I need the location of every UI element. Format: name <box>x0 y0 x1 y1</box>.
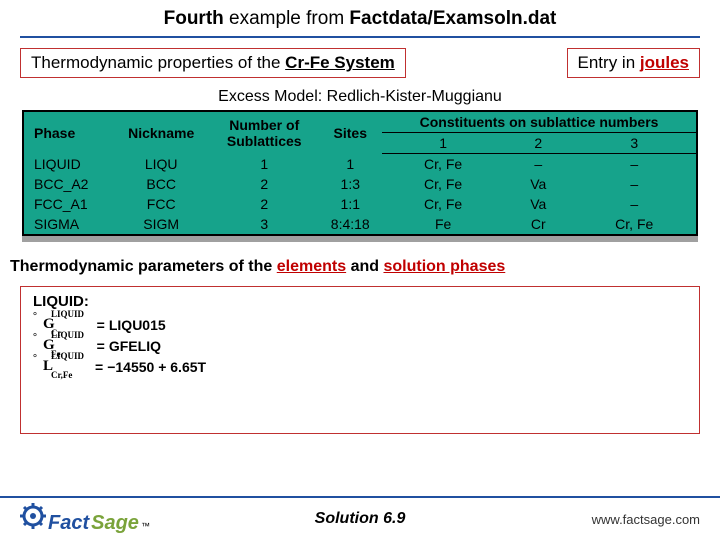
cell: FCC_A1 <box>23 194 112 214</box>
cell: 3 <box>210 214 318 235</box>
eq-symbol: ° L LIQUID Cr,Fe <box>33 358 53 375</box>
eq-eq: = <box>97 317 105 333</box>
phase-table-wrap: Phase Nickname Number of Sublattices Sit… <box>0 110 720 236</box>
sec-r1: elements <box>277 258 346 275</box>
liquid-box: LIQUID: ° G LIQUID Cr = LIQU015 ° G LIQU… <box>20 286 700 434</box>
units-box: Entry in joules <box>567 48 700 78</box>
col-constituents: Constituents on sublattice numbers <box>382 111 697 133</box>
footer-center: Solution 6.9 <box>315 510 406 528</box>
cell: 2 <box>210 174 318 194</box>
cell: Cr, Fe <box>572 214 697 235</box>
eq-eq: = <box>95 359 103 375</box>
col-sites: Sites <box>318 111 382 154</box>
footer-url: www.factsage.com <box>592 512 700 527</box>
cell: Fe <box>382 214 504 235</box>
sec-p2: and <box>346 258 383 275</box>
cell: Cr <box>504 214 572 235</box>
cell: Cr, Fe <box>382 154 504 175</box>
cell: FCC <box>112 194 210 214</box>
col-c2: 2 <box>504 133 572 154</box>
cell: Cr, Fe <box>382 194 504 214</box>
col-phase: Phase <box>23 111 112 154</box>
cell: 1 <box>210 154 318 175</box>
table-row: BCC_A2 BCC 2 1:3 Cr, Fe Va – <box>23 174 697 194</box>
cell: 2 <box>210 194 318 214</box>
cell: – <box>572 174 697 194</box>
cell: 1 <box>318 154 382 175</box>
col-c3: 3 <box>572 133 697 154</box>
cell: SIGMA <box>23 214 112 235</box>
cell: LIQU <box>112 154 210 175</box>
system-underline: Cr-Fe System <box>285 53 395 72</box>
sec-r2: solution phases <box>383 258 505 275</box>
equation-line: ° G LIQUID Cr = LIQU015 <box>33 316 687 333</box>
section-title: Thermodynamic parameters of the elements… <box>0 242 720 286</box>
units-text: Entry in <box>578 53 640 72</box>
cell: – <box>572 154 697 175</box>
cell: 1:1 <box>318 194 382 214</box>
system-box: Thermodynamic properties of the Cr-Fe Sy… <box>20 48 406 78</box>
table-row: FCC_A1 FCC 2 1:1 Cr, Fe Va – <box>23 194 697 214</box>
title-rule <box>20 36 700 38</box>
eq-sup: LIQUID <box>51 351 84 361</box>
eq-rhs: GFELIQ <box>109 338 161 354</box>
cell: LIQUID <box>23 154 112 175</box>
eq-deg: ° <box>33 353 37 364</box>
logo: FactSage™ <box>20 503 150 535</box>
phase-table: Phase Nickname Number of Sublattices Sit… <box>22 110 698 236</box>
cell: SIGM <box>112 214 210 235</box>
cell: Va <box>504 194 572 214</box>
logo-fact: Fact <box>48 512 89 535</box>
title-plain: example from <box>229 8 349 29</box>
nsub-l1: Number of <box>216 117 312 133</box>
liquid-label: LIQUID: <box>33 293 687 310</box>
table-row: LIQUID LIQU 1 1 Cr, Fe – – <box>23 154 697 175</box>
eq-deg: ° <box>33 332 37 343</box>
title-file: Factdata/Examsoln.dat <box>349 8 556 29</box>
eq-sub: Cr,Fe <box>51 370 72 380</box>
col-c1: 1 <box>382 133 504 154</box>
cell: BCC <box>112 174 210 194</box>
sec-p1: Thermodynamic parameters of the <box>10 258 277 275</box>
cell: – <box>572 194 697 214</box>
table-row: SIGMA SIGM 3 8:4:18 Fe Cr Cr, Fe <box>23 214 697 235</box>
eq-deg: ° <box>33 311 37 322</box>
nsub-l2: Sublattices <box>216 133 312 149</box>
cell: Va <box>504 174 572 194</box>
col-nsub: Number of Sublattices <box>210 111 318 154</box>
units-red: joules <box>640 53 689 72</box>
eq-eq: = <box>97 338 105 354</box>
equation-line: ° G LIQUID Fe = GFELIQ <box>33 337 687 354</box>
eq-sup: LIQUID <box>51 330 84 340</box>
system-text: Thermodynamic properties of the <box>31 53 285 72</box>
cell: Cr, Fe <box>382 174 504 194</box>
cell: BCC_A2 <box>23 174 112 194</box>
cell: – <box>504 154 572 175</box>
equation-line: ° L LIQUID Cr,Fe = −14550 + 6.65T <box>33 358 687 375</box>
header-boxes: Thermodynamic properties of the Cr-Fe Sy… <box>0 48 720 78</box>
eq-rhs: LIQU015 <box>109 317 166 333</box>
logo-tm: ™ <box>141 521 150 531</box>
cell: 8:4:18 <box>318 214 382 235</box>
eq-sup: LIQUID <box>51 309 84 319</box>
logo-sage: Sage <box>91 512 139 535</box>
footer: FactSage™ Solution 6.9 www.factsage.com <box>0 496 720 540</box>
title-word-1: Fourth <box>164 8 229 29</box>
gear-icon <box>20 503 46 529</box>
slide-title: Fourth example from Factdata/Examsoln.da… <box>0 0 720 34</box>
excess-model-line: Excess Model: Redlich-Kister-Muggianu <box>0 88 720 106</box>
cell: 1:3 <box>318 174 382 194</box>
col-nickname: Nickname <box>112 111 210 154</box>
eq-rhs: −14550 + 6.65T <box>107 359 206 375</box>
